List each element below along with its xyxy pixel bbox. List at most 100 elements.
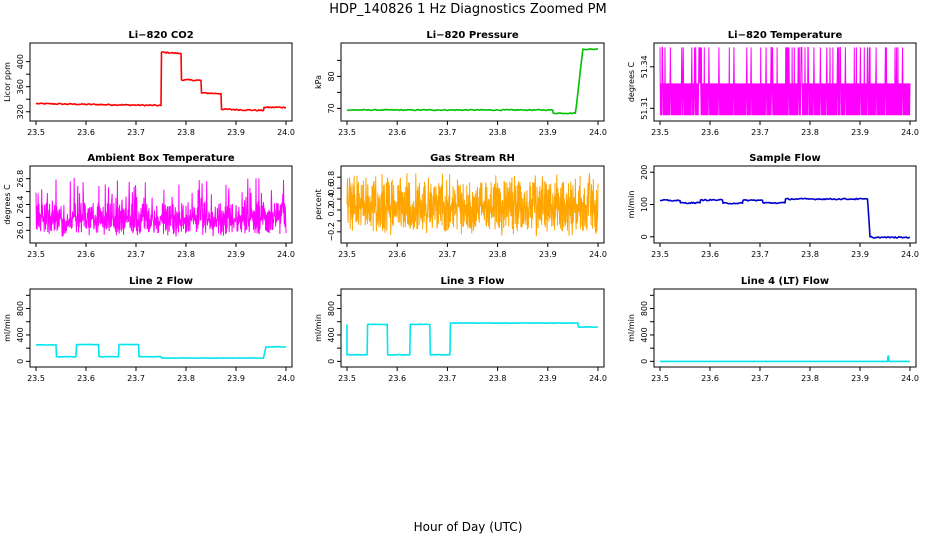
figure-xlabel: Hour of Day (UTC) — [414, 520, 523, 534]
x-tick-label: 23.6 — [388, 250, 406, 259]
x-tick-label: 23.6 — [701, 250, 719, 259]
x-tick-label: 23.7 — [438, 374, 456, 383]
y-tick-label: 320 — [16, 104, 25, 119]
x-tick-label: 24.0 — [589, 250, 607, 259]
x-tick-label: 23.9 — [539, 250, 557, 259]
x-tick-label: 23.6 — [701, 128, 719, 137]
x-tick-label: 23.5 — [651, 250, 669, 259]
y-tick-label: 51.31 — [640, 97, 649, 120]
x-tick-label: 23.8 — [801, 374, 819, 383]
y-axis-label: kPa — [314, 75, 323, 89]
y-tick-label: 400 — [16, 327, 25, 342]
chart-panels: Li−820 CO2 23.5 23.6 23.7 23.8 23.9 24.0 320 360… — [3, 30, 919, 383]
x-tick-label: 24.0 — [277, 128, 295, 137]
plot-frame — [340, 288, 605, 368]
series-line — [346, 322, 598, 356]
y-axis-label: percent — [314, 189, 323, 220]
chart-panel: Line 2 Flow 23.5 23.6 23.7 23.8 23.9 24.0 0 400 8… — [3, 276, 295, 383]
x-tick-label: 23.9 — [539, 374, 557, 383]
y-tick-label: 0 — [640, 359, 649, 364]
y-tick-label: 0.8 — [327, 171, 336, 184]
chart-panel: Li−820 Pressure 23.5 23.6 23.7 23.8 23.9 24.0 7… — [314, 30, 607, 137]
x-tick-label: 23.9 — [227, 374, 245, 383]
x-tick-label: 23.7 — [751, 250, 769, 259]
y-tick-label: 0.6 — [327, 182, 336, 195]
x-tick-label: 23.6 — [77, 374, 95, 383]
y-tick-label: −0.2 — [327, 222, 336, 241]
y-axis-label: degrees C — [627, 61, 636, 102]
x-tick-label: 23.7 — [438, 250, 456, 259]
y-tick-label: 400 — [327, 327, 336, 342]
chart-panel: Li−820 Temperature 23.5 23.6 23.7 23.8 23.9 24… — [627, 30, 919, 137]
y-tick-label: 360 — [16, 79, 25, 94]
x-tick-label: 23.7 — [751, 128, 769, 137]
figure-title: HDP_140826 1 Hz Diagnostics Zoomed PM — [329, 2, 607, 17]
panel-title: Sample Flow — [749, 153, 821, 164]
y-tick-label: 0 — [16, 359, 25, 364]
y-tick-label: 0 — [640, 234, 649, 239]
chart-panel: Ambient Box Temperature 23.5 23.6 23.7 23.8 2… — [3, 153, 295, 259]
chart-panel: Li−820 CO2 23.5 23.6 23.7 23.8 23.9 24.0 320 360… — [3, 30, 295, 137]
x-tick-label: 23.8 — [489, 250, 507, 259]
y-axis-label: ml/min — [627, 314, 636, 342]
y-tick-label: 800 — [640, 301, 649, 316]
panel-title: Li−820 Pressure — [426, 30, 519, 41]
y-tick-label: 0 — [327, 359, 336, 364]
series-line — [35, 343, 286, 360]
chart-panel: Sample Flow 23.5 23.6 23.7 23.8 23.9 24.0 0 100 2… — [627, 153, 919, 259]
x-tick-label: 23.7 — [127, 250, 145, 259]
x-tick-label: 23.6 — [701, 374, 719, 383]
x-tick-label: 23.9 — [851, 374, 869, 383]
plot-frame — [29, 288, 293, 368]
y-tick-label: 200 — [640, 165, 649, 180]
x-tick-label: 24.0 — [589, 374, 607, 383]
y-axis-label: ml/min — [627, 191, 636, 219]
x-tick-label: 23.9 — [851, 250, 869, 259]
x-tick-label: 24.0 — [277, 250, 295, 259]
x-tick-label: 23.9 — [539, 128, 557, 137]
x-tick-label: 23.8 — [489, 128, 507, 137]
x-tick-label: 23.5 — [338, 374, 356, 383]
x-tick-label: 23.6 — [388, 128, 406, 137]
y-tick-label: 26.0 — [16, 221, 25, 239]
plot-frame — [340, 42, 605, 122]
x-tick-label: 23.5 — [27, 374, 45, 383]
plot-frame — [29, 165, 293, 244]
series-line — [660, 355, 910, 363]
x-tick-label: 24.0 — [901, 374, 919, 383]
y-axis-label: ml/min — [3, 314, 12, 342]
panel-title: Line 2 Flow — [129, 276, 193, 287]
x-tick-label: 23.7 — [751, 374, 769, 383]
plot-frame — [653, 165, 917, 244]
panel-title: Line 3 Flow — [441, 276, 505, 287]
x-tick-label: 23.5 — [338, 250, 356, 259]
x-tick-label: 23.6 — [77, 250, 95, 259]
x-tick-label: 23.6 — [77, 128, 95, 137]
series-line — [659, 46, 911, 116]
series-line — [35, 51, 287, 112]
x-tick-label: 23.8 — [801, 250, 819, 259]
x-tick-label: 23.9 — [227, 250, 245, 259]
plot-frame — [653, 42, 917, 122]
y-axis-label: degrees C — [3, 184, 12, 225]
plot-frame — [29, 42, 293, 122]
x-tick-label: 23.5 — [651, 374, 669, 383]
x-tick-label: 23.8 — [177, 250, 195, 259]
chart-panel: Line 4 (LT) Flow 23.5 23.6 23.7 23.8 23.9 24.0… — [627, 276, 919, 383]
panel-title: Ambient Box Temperature — [87, 153, 234, 164]
x-tick-label: 23.5 — [27, 250, 45, 259]
y-tick-label: 400 — [640, 327, 649, 342]
y-tick-label: 0.2 — [327, 204, 336, 217]
panel-title: Li−820 CO2 — [128, 30, 193, 41]
x-tick-label: 24.0 — [589, 128, 607, 137]
panel-title: Line 4 (LT) Flow — [741, 276, 829, 287]
series-line — [346, 48, 599, 115]
y-axis-label: Licor ppm — [3, 62, 12, 102]
series-line — [659, 197, 911, 239]
y-tick-label: 0.4 — [327, 193, 336, 206]
panel-title: Li−820 Temperature — [728, 30, 843, 41]
y-axis-label: ml/min — [314, 314, 323, 342]
x-tick-label: 23.5 — [27, 128, 45, 137]
x-tick-label: 24.0 — [277, 374, 295, 383]
panel-title: Gas Stream RH — [430, 153, 515, 164]
